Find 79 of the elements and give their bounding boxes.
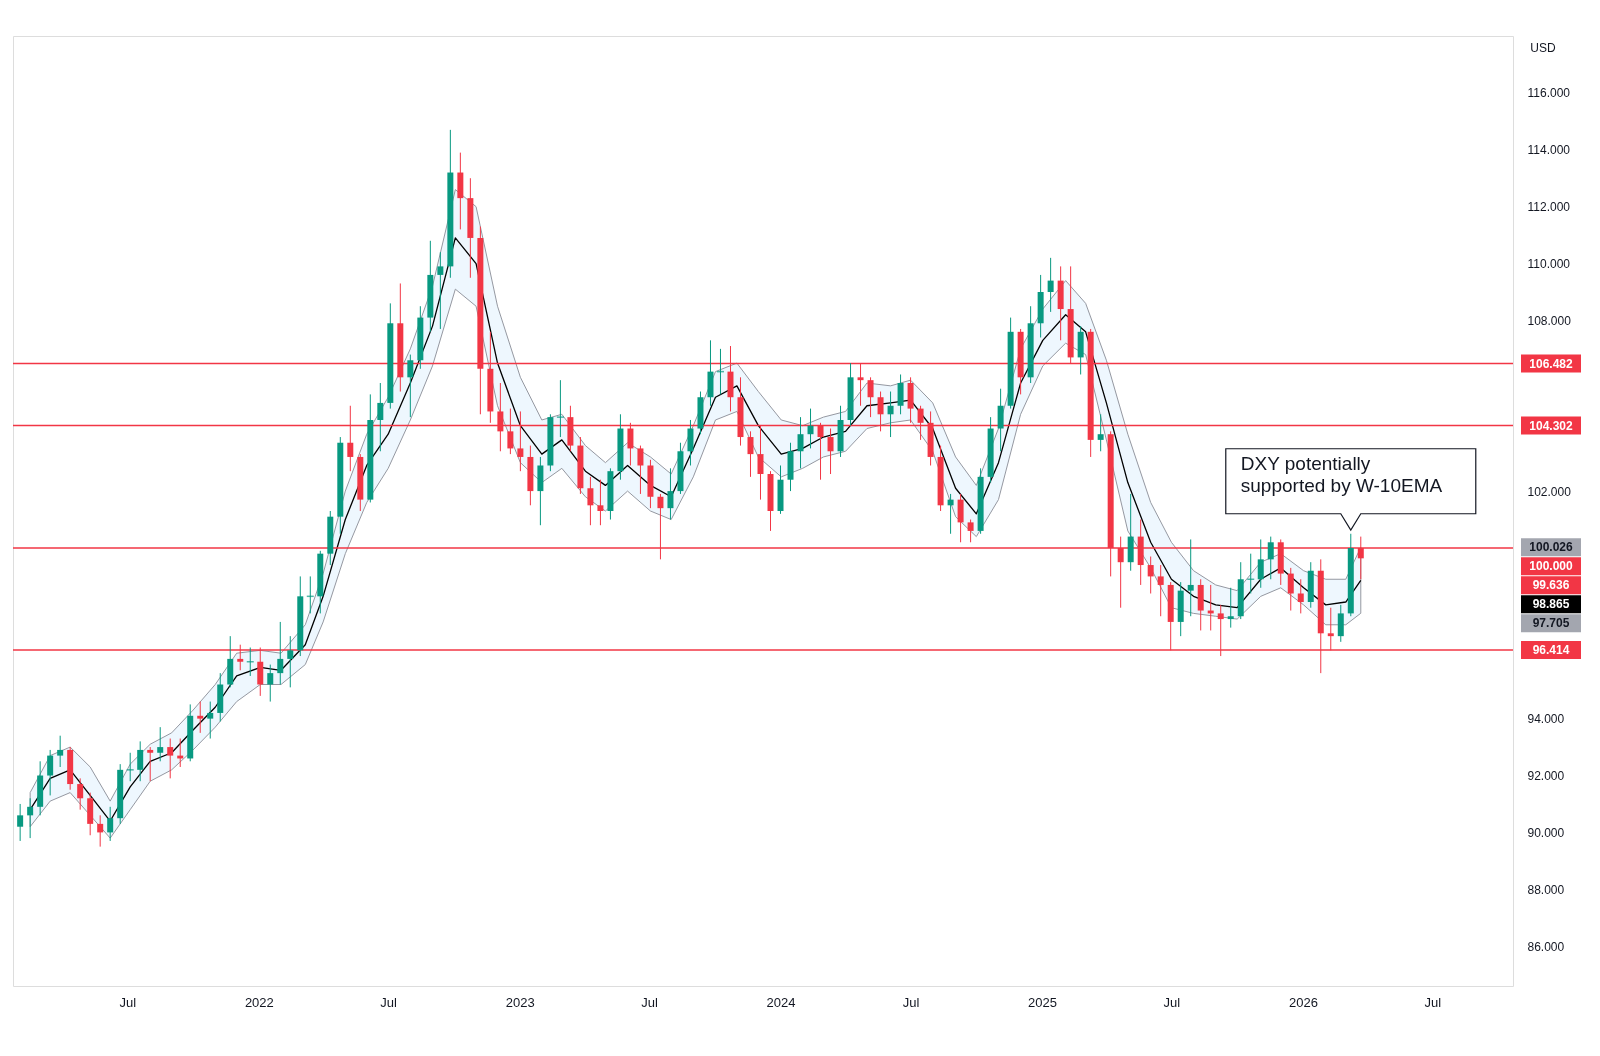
annotation: DXY potentially supported by W-10EMA xyxy=(1240,452,1443,496)
y-tick-label: 88.000 xyxy=(1527,882,1565,897)
y-tick-label: 110.000 xyxy=(1527,257,1571,272)
candlestick xyxy=(47,749,54,796)
x-tick-label: Jul xyxy=(119,994,137,1010)
ref-line-label: 96.414 xyxy=(1532,642,1570,657)
ref-line-label: 100.000 xyxy=(1529,559,1574,574)
candlestick xyxy=(97,814,104,848)
y-tick-label: 114.000 xyxy=(1527,143,1571,158)
x-tick-label: Jul xyxy=(1163,994,1181,1010)
text: 97.705 xyxy=(1532,616,1570,631)
x-tick-label: 2024 xyxy=(766,994,796,1010)
candlestick xyxy=(1047,257,1054,313)
x-tick-label: 2022 xyxy=(244,994,274,1010)
candlestick xyxy=(667,467,674,521)
candlestick xyxy=(147,746,154,782)
ref-line-label: 106.482 xyxy=(1529,356,1574,371)
candlestick xyxy=(807,408,814,449)
candlestick xyxy=(997,388,1004,452)
y-tick-label: 102.000 xyxy=(1527,484,1572,499)
candlestick xyxy=(556,379,564,438)
x-tick-label: Jul xyxy=(1424,994,1442,1010)
candlestick xyxy=(1257,538,1264,589)
candlestick xyxy=(17,803,24,842)
candlestick xyxy=(137,740,144,782)
candlestick xyxy=(126,752,134,782)
y-tick-label: 94.000 xyxy=(1527,712,1565,727)
candlestick xyxy=(827,428,834,475)
candlestick xyxy=(167,738,174,779)
candlestick xyxy=(1267,536,1274,580)
candlestick xyxy=(1097,413,1104,452)
candlestick xyxy=(57,735,64,768)
candlestick xyxy=(27,797,34,839)
candlestick xyxy=(1187,538,1194,617)
candlestick xyxy=(437,251,444,330)
candlestick xyxy=(637,445,644,495)
candlestick xyxy=(377,382,384,452)
candlestick xyxy=(747,430,754,478)
candlestick xyxy=(867,376,874,418)
candlestick xyxy=(1157,564,1164,617)
text: 98.865 xyxy=(1532,597,1570,612)
candlestick xyxy=(967,519,974,543)
candlestick xyxy=(687,419,694,466)
text: 100.026 xyxy=(1529,540,1574,555)
x-tick-label: 2026 xyxy=(1288,994,1318,1010)
candlestick xyxy=(897,373,904,415)
candlestick xyxy=(407,354,414,418)
candlestick xyxy=(1337,604,1344,643)
y-tick-label: 90.000 xyxy=(1527,825,1565,840)
candlestick xyxy=(207,701,214,740)
candlestick xyxy=(887,391,894,438)
candlestick xyxy=(107,806,114,842)
candlestick xyxy=(1147,556,1154,594)
candlestick xyxy=(157,726,164,762)
candlestick xyxy=(277,621,284,685)
candlestick xyxy=(77,777,84,811)
x-tick-label: Jul xyxy=(380,994,398,1010)
x-tick-label: Jul xyxy=(902,994,920,1010)
x-tick-label: 2023 xyxy=(505,994,535,1010)
candlestick xyxy=(1297,578,1304,614)
text: 99.636 xyxy=(1532,578,1570,593)
y-tick-label: 108.000 xyxy=(1527,313,1572,328)
candlestick xyxy=(597,479,604,526)
y-axis-title: USD xyxy=(1530,41,1556,55)
candlestick xyxy=(267,664,274,703)
candlestick xyxy=(797,416,804,469)
y-tick-label: 86.000 xyxy=(1527,939,1565,954)
x-tick-label: Jul xyxy=(641,994,658,1010)
y-tick-label: 116.000 xyxy=(1527,86,1571,101)
candlestick xyxy=(957,493,964,543)
candlestick xyxy=(197,701,204,734)
candlestick xyxy=(1287,567,1294,612)
x-tick-label: 2025 xyxy=(1028,994,1058,1010)
ref-line-label: 104.302 xyxy=(1529,418,1574,433)
candlestick xyxy=(287,635,294,688)
candlestick xyxy=(587,476,594,526)
y-tick-label: 112.000 xyxy=(1527,200,1571,215)
candlestick xyxy=(1227,587,1234,629)
y-tick-label: 92.000 xyxy=(1527,769,1565,784)
